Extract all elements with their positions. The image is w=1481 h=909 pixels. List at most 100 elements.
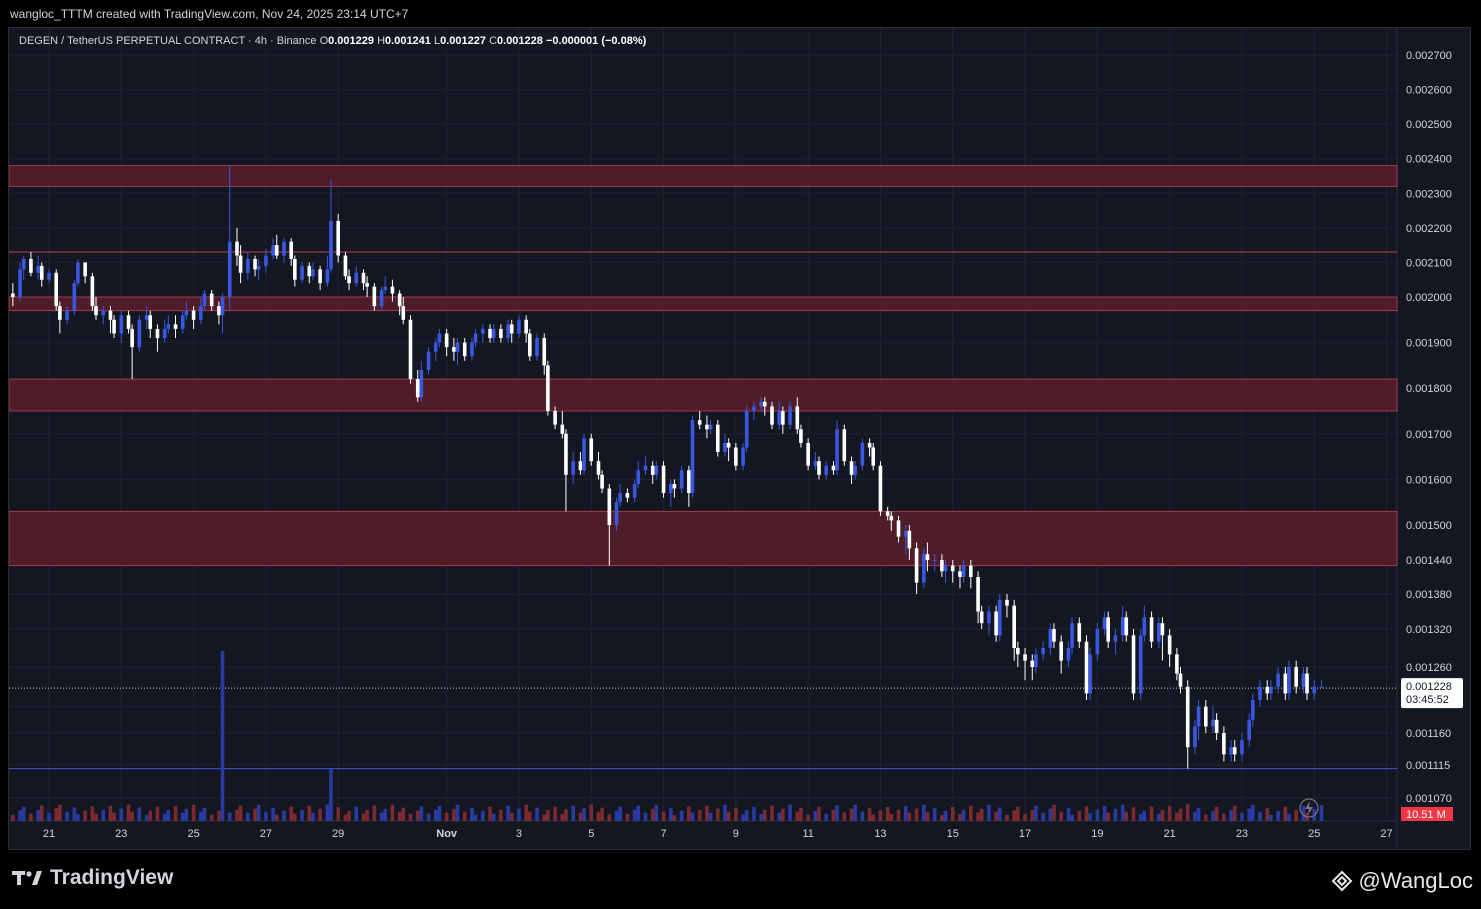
volume-bar — [199, 811, 203, 821]
volume-bar — [871, 814, 876, 821]
candle-body — [130, 328, 134, 348]
volume-bar — [1088, 813, 1092, 821]
volume-bar — [1193, 811, 1197, 821]
candle-body — [1269, 686, 1273, 694]
high-value: 0.001241 — [385, 35, 431, 47]
candle-body — [517, 319, 521, 334]
volume-bar — [209, 814, 214, 821]
candle-body — [162, 328, 167, 339]
candle-body — [452, 347, 456, 352]
candle-body — [614, 502, 619, 525]
candle-body — [1016, 648, 1020, 655]
price-axis-label: 0.002400 — [1406, 154, 1452, 166]
volume-bar — [672, 814, 677, 821]
volume-bar — [173, 805, 178, 821]
volume-bar — [723, 804, 727, 821]
volume-bar — [76, 814, 80, 821]
candle-body — [148, 315, 153, 329]
price-axis-label: 0.002500 — [1406, 119, 1452, 131]
volume-bar — [397, 811, 402, 821]
volume-bar — [1157, 813, 1161, 821]
volume-bar — [542, 814, 547, 821]
volume-bar — [524, 804, 528, 821]
time-axis-label: 29 — [332, 828, 344, 840]
time-axis-label: 15 — [947, 828, 959, 840]
candle-body — [889, 515, 894, 521]
volume-bar — [687, 806, 691, 821]
candle-body — [723, 442, 727, 453]
volume-bar — [1167, 805, 1172, 821]
volume-bar — [347, 810, 351, 821]
volume-bar — [705, 805, 709, 821]
symbol-legend[interactable]: DEGEN / TetherUS PERPETUAL CONTRACT · 4h… — [19, 35, 646, 47]
candle-body — [1120, 617, 1125, 636]
candle-body — [361, 272, 366, 284]
volume-bar — [1124, 811, 1129, 821]
candle-body — [506, 324, 510, 339]
volume-bar — [437, 805, 442, 821]
candle-body — [1312, 686, 1317, 694]
candle-body — [83, 262, 87, 277]
volume-bar — [1066, 807, 1071, 821]
candle-body — [235, 241, 239, 256]
volume-bar — [112, 812, 116, 821]
price-axis-label: 0.002200 — [1406, 223, 1452, 235]
candle-body — [36, 265, 40, 273]
candle-body — [1070, 623, 1074, 648]
volume-bar — [1095, 809, 1100, 821]
candle-body — [119, 315, 124, 334]
volume-bar — [824, 813, 829, 821]
volume-bar — [470, 807, 474, 821]
candle-body — [690, 420, 695, 494]
volume-tag — [1401, 807, 1453, 821]
volume-bar — [444, 812, 449, 821]
volume-bar — [372, 805, 377, 821]
volume-bar — [491, 813, 496, 821]
time-axis-label: 13 — [874, 828, 886, 840]
binance-icon — [1331, 870, 1352, 892]
volume-bar — [311, 812, 315, 821]
volume-bar — [1185, 804, 1190, 821]
candle-body — [76, 262, 80, 284]
candle-body — [491, 328, 496, 339]
tradingview-logo[interactable]: TradingView — [12, 866, 173, 890]
candle-body — [108, 310, 113, 320]
candle-body — [65, 310, 69, 320]
volume-bar — [1023, 813, 1027, 821]
volume-bar — [506, 805, 510, 821]
candle-body — [354, 272, 359, 284]
candle-body — [101, 310, 106, 316]
volume-bar — [762, 809, 767, 821]
candle-body — [867, 442, 872, 448]
volume-bar — [1265, 807, 1270, 821]
volume-bar — [253, 808, 257, 821]
price-chart[interactable]: 0.002700 0.002600 0.002500 0.002400 0.002300… — [9, 28, 1470, 849]
chart-area[interactable]: 0.002700 0.002600 0.002500 0.002400 0.002300… — [8, 27, 1471, 850]
lightning-icon[interactable] — [1299, 798, 1319, 818]
candle-body — [708, 424, 713, 430]
candle-body — [524, 319, 528, 334]
candle-body — [1287, 667, 1291, 694]
volume-bar — [679, 810, 684, 821]
candle-body — [1142, 617, 1147, 636]
volume-bar — [101, 809, 106, 821]
candle-body — [1265, 686, 1270, 694]
candle-body — [618, 493, 622, 503]
close-label: C — [489, 35, 498, 47]
candle-body — [1113, 635, 1118, 642]
candle-body — [311, 269, 315, 277]
volume-bar — [1247, 808, 1251, 821]
candle-body — [607, 488, 612, 525]
candle-body — [173, 324, 178, 329]
candle-body — [47, 272, 51, 280]
volume-bar — [932, 808, 937, 821]
volume-bar — [58, 804, 62, 821]
volume-bar — [1041, 812, 1045, 821]
volume-bar — [925, 811, 930, 821]
candle-body — [661, 465, 666, 494]
candle-body — [752, 406, 756, 411]
volume-bar — [379, 812, 384, 821]
volume-bar — [734, 807, 738, 821]
candle-body — [535, 338, 539, 357]
symbol-name[interactable]: DEGEN / TetherUS PERPETUAL CONTRACT · 4h… — [19, 35, 317, 47]
